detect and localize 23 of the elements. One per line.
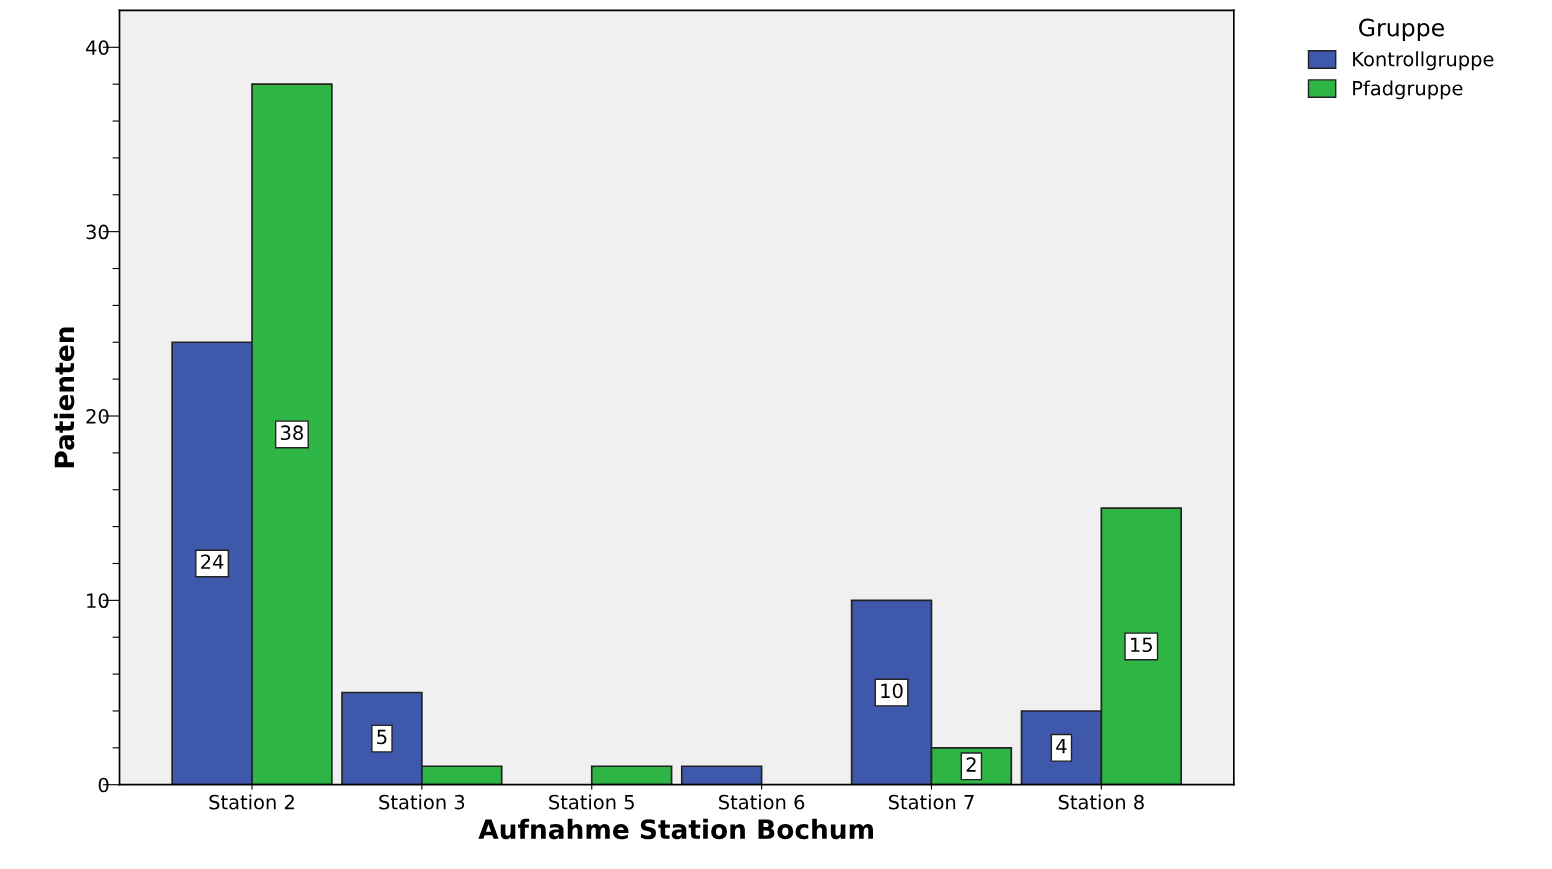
y-tick-label: 0 — [98, 777, 109, 793]
y-tick-label: 40 — [85, 40, 109, 55]
x-tick-label: Station 3 — [379, 794, 465, 810]
x-tick-label: Station 5 — [549, 794, 634, 810]
data-label: 4 — [1056, 739, 1067, 754]
x-tick-label: Station 6 — [719, 794, 805, 810]
data-label: 10 — [881, 683, 903, 699]
data-label: 2 — [966, 757, 976, 772]
legend-label: Kontrollgruppe — [1353, 51, 1494, 71]
x-tick-label: Station 8 — [1058, 794, 1144, 810]
y-tick-label: 10 — [87, 593, 109, 609]
y-tick-label: 30 — [86, 224, 109, 240]
x-tick-label: Station 2 — [209, 794, 294, 810]
x-tick-label: Station 7 — [888, 794, 974, 810]
data-label: 24 — [201, 554, 224, 569]
legend-label: Pfadgruppe — [1353, 80, 1463, 100]
legend-title: Gruppe — [1359, 18, 1444, 42]
y-tick-label: 20 — [86, 408, 109, 424]
data-label: 38 — [281, 425, 303, 441]
x-axis-title: Aufnahme Station Bochum — [478, 818, 873, 840]
data-label: 15 — [1131, 637, 1152, 653]
y-axis-title: Patienten — [53, 327, 75, 468]
data-label: 5 — [377, 729, 387, 745]
